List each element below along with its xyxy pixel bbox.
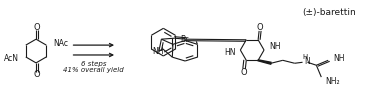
Text: NH: NH (333, 54, 345, 63)
Text: NH: NH (269, 42, 280, 51)
Text: N: N (305, 57, 310, 66)
Text: 6 steps: 6 steps (81, 61, 106, 67)
Text: O: O (33, 70, 40, 79)
Text: HN: HN (224, 48, 235, 56)
Text: O: O (241, 68, 248, 77)
Text: 41% overall yield: 41% overall yield (63, 67, 124, 73)
Text: O: O (33, 23, 40, 32)
Text: NH: NH (152, 47, 164, 56)
Text: H: H (302, 54, 307, 60)
Text: AcN: AcN (4, 54, 19, 63)
Text: NAc: NAc (53, 39, 68, 48)
Text: Br: Br (180, 35, 189, 44)
Polygon shape (258, 60, 271, 64)
Text: NH₂: NH₂ (325, 77, 340, 85)
Text: (±)-barettin: (±)-barettin (302, 8, 356, 17)
Text: O: O (257, 23, 263, 32)
